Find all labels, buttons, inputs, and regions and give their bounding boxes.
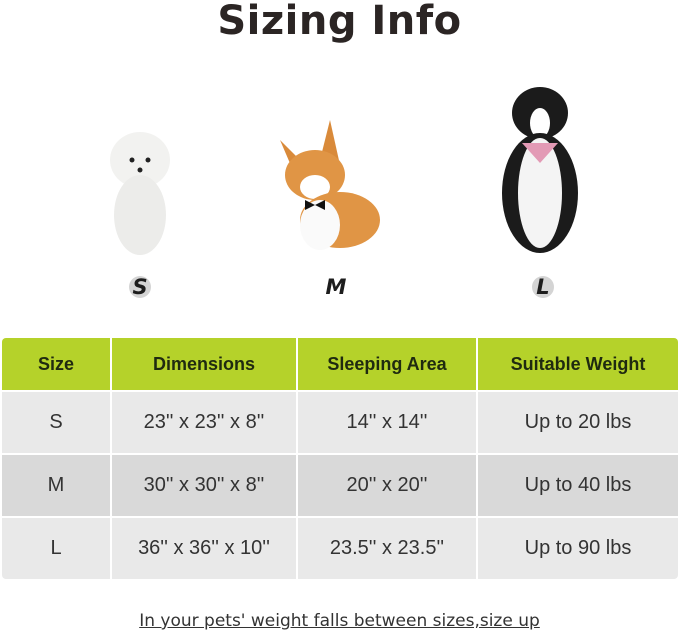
table-header-row: Size Dimensions Sleeping Area Suitable W… <box>2 338 678 390</box>
size-badge-m: M <box>325 275 347 299</box>
header-size: Size <box>2 338 112 390</box>
cell-dimensions: 23'' x 23'' x 8'' <box>112 390 298 453</box>
cell-sleeping-area: 23.5'' x 23.5'' <box>298 516 478 579</box>
header-suitable-weight: Suitable Weight <box>478 338 678 390</box>
cell-dimensions: 30'' x 30'' x 8'' <box>112 453 298 516</box>
cell-dimensions: 36'' x 36'' x 10'' <box>112 516 298 579</box>
cell-sleeping-area: 14'' x 14'' <box>298 390 478 453</box>
table-row: S 23'' x 23'' x 8'' 14'' x 14'' Up to 20… <box>2 390 678 453</box>
size-up-note: In your pets' weight falls between sizes… <box>139 611 540 631</box>
sizing-table: Size Dimensions Sleeping Area Suitable W… <box>2 338 678 579</box>
header-dimensions: Dimensions <box>112 338 298 390</box>
poodle-image <box>110 132 170 255</box>
cell-weight: Up to 40 lbs <box>478 453 678 516</box>
size-badge-l: L <box>532 276 554 298</box>
table-row: L 36'' x 36'' x 10'' 23.5'' x 23.5'' Up … <box>2 516 678 579</box>
page-title: Sizing Info <box>217 0 462 44</box>
table-row: M 30'' x 30'' x 8'' 20'' x 20'' Up to 40… <box>2 453 678 516</box>
cell-size: S <box>2 390 112 453</box>
cell-weight: Up to 90 lbs <box>478 516 678 579</box>
cell-size: L <box>2 516 112 579</box>
border-collie-image <box>502 87 578 253</box>
cell-weight: Up to 20 lbs <box>478 390 678 453</box>
cell-size: M <box>2 453 112 516</box>
corgi-image <box>280 120 380 250</box>
header-sleeping-area: Sleeping Area <box>298 338 478 390</box>
size-badge-s: S <box>129 276 151 298</box>
cell-sleeping-area: 20'' x 20'' <box>298 453 478 516</box>
